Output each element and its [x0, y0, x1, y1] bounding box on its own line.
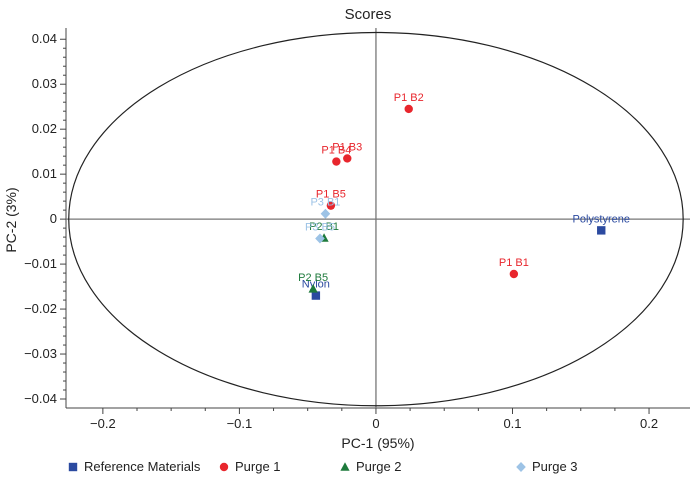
y-tick-label: −0.04	[24, 391, 57, 406]
point-p1-b2	[404, 104, 413, 114]
point-label-nylon: Nylon	[302, 279, 330, 291]
point-p2-b5	[308, 284, 318, 293]
point-p1-b3	[343, 154, 352, 163]
legend-marker-purge-1	[219, 462, 229, 472]
chart-title: Scores	[345, 6, 392, 23]
point-nylon	[311, 291, 321, 300]
legend-marker-purge-3	[516, 462, 526, 472]
point-label-p2-b1: P2 B1	[309, 221, 339, 233]
point-p1-b5	[326, 201, 336, 210]
x-axis-title: PC-1 (95%)	[341, 435, 414, 451]
y-tick-label: −0.02	[24, 301, 57, 316]
y-tick-label: 0.02	[32, 121, 57, 136]
legend-label-purge-3: Purge 3	[532, 459, 578, 474]
legend-label-purge-1: Purge 1	[235, 459, 281, 474]
y-tick-label: 0.03	[32, 76, 57, 91]
y-tick-label: −0.03	[24, 346, 57, 361]
y-axis-title: PC-2 (3%)	[3, 187, 19, 252]
point-p3-b1	[320, 208, 331, 219]
point-label-p2-b5: P2 B5	[298, 272, 328, 284]
point-label-p1-b1: P1 B1	[499, 257, 529, 269]
legend-label-purge-2: Purge 2	[356, 459, 402, 474]
y-tick-label: 0	[50, 211, 57, 226]
point-label-p1-b3: P1 B3	[332, 141, 362, 153]
x-tick-label: −0.1	[227, 416, 253, 431]
point-label-p1-b2: P1 B2	[394, 92, 424, 104]
point-label-p1-b5: P1 B5	[316, 189, 346, 201]
legend-marker-reference-materials	[68, 462, 78, 472]
point-label-p3-b5: P3 B5	[305, 221, 335, 233]
confidence-ellipse	[68, 31, 684, 407]
y-tick-label: 0.01	[32, 166, 57, 181]
legend-label-reference-materials: Reference Materials	[84, 459, 201, 474]
point-p1-b1	[509, 269, 519, 279]
point-label-polystyrene: Polystyrene	[573, 213, 630, 225]
point-p1-b4	[332, 157, 341, 166]
x-tick-label: 0.2	[640, 416, 658, 431]
point-label-p3-b1: P3 B1	[310, 197, 340, 209]
y-tick-label: −0.01	[24, 256, 57, 271]
x-tick-label: −0.2	[90, 416, 116, 431]
x-tick-label: 0.1	[503, 416, 521, 431]
y-tick-label: 0.04	[32, 31, 57, 46]
legend-marker-purge-2	[340, 462, 350, 471]
point-label-p1-b4: P1 B4	[321, 145, 351, 157]
point-polystyrene	[597, 226, 606, 235]
point-p3-b5	[315, 233, 325, 244]
x-tick-label: 0	[372, 416, 379, 431]
